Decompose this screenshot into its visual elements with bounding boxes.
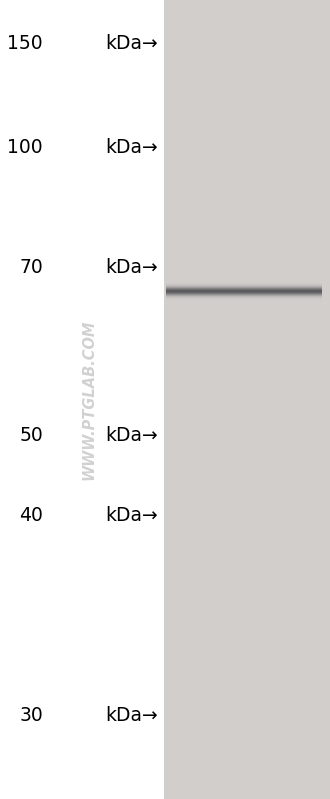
Text: 70: 70 — [19, 258, 43, 277]
Text: 100: 100 — [7, 138, 43, 157]
Text: kDa→: kDa→ — [106, 426, 158, 445]
Text: kDa→: kDa→ — [106, 506, 158, 525]
Text: kDa→: kDa→ — [106, 706, 158, 725]
Text: kDa→: kDa→ — [106, 34, 158, 54]
Text: kDa→: kDa→ — [106, 138, 158, 157]
Text: WWW.PTGLAB.COM: WWW.PTGLAB.COM — [82, 320, 97, 479]
Text: 150: 150 — [7, 34, 43, 54]
Text: 30: 30 — [19, 706, 43, 725]
Text: 40: 40 — [19, 506, 43, 525]
Text: 50: 50 — [19, 426, 43, 445]
Text: kDa→: kDa→ — [106, 258, 158, 277]
